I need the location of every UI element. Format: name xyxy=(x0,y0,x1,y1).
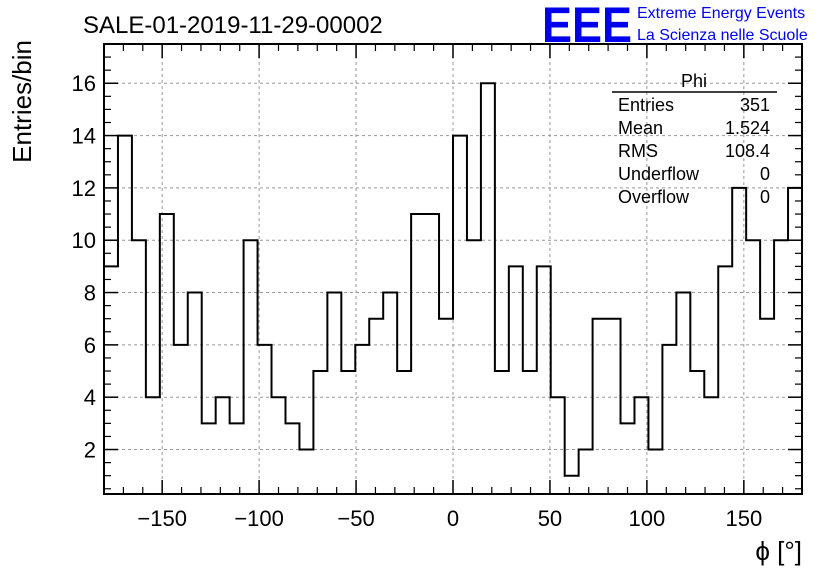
eee-logo-line2: La Scienza nelle Scuole xyxy=(637,27,808,44)
y-tick-label: 14 xyxy=(72,124,96,149)
stats-value: 1.524 xyxy=(725,118,770,138)
x-tick-label: 50 xyxy=(538,506,562,531)
x-tick-label: −50 xyxy=(337,506,374,531)
stats-label: Entries xyxy=(618,95,674,115)
tick-labels: −150 −100 −50 0 50 100 150 2 4 6 8 10 12 14 16 xyxy=(72,71,763,531)
stats-value: 108.4 xyxy=(725,141,770,161)
histogram-outline xyxy=(104,82,802,477)
axis-ticks xyxy=(104,43,802,494)
eee-logo: EEE Extreme Energy Events La Scienza nel… xyxy=(542,0,808,53)
stats-label: RMS xyxy=(618,141,658,161)
stats-box-title: Phi xyxy=(681,71,707,91)
y-tick-label: 2 xyxy=(84,438,96,463)
y-tick-label: 6 xyxy=(84,333,96,358)
eee-logo-line1: Extreme Energy Events xyxy=(637,5,805,22)
y-tick-label: 4 xyxy=(84,385,96,410)
x-tick-label: 100 xyxy=(629,506,666,531)
x-tick-label: 150 xyxy=(725,506,762,531)
x-tick-label: 0 xyxy=(447,506,459,531)
plot-frame xyxy=(103,43,803,495)
x-tick-label: −100 xyxy=(234,506,284,531)
stats-label: Underflow xyxy=(618,164,700,184)
chart-title: SALE-01-2019-11-29-00002 xyxy=(83,12,383,39)
eee-logo-mark: EEE xyxy=(542,0,632,53)
stats-value: 0 xyxy=(760,187,770,207)
stats-value: 0 xyxy=(760,164,770,184)
y-tick-label: 12 xyxy=(72,176,96,201)
y-tick-label: 16 xyxy=(72,71,96,96)
x-tick-label: −150 xyxy=(137,506,187,531)
y-tick-label: 8 xyxy=(84,281,96,306)
stats-label: Mean xyxy=(618,118,663,138)
y-axis-label: Entries/bin xyxy=(7,40,37,163)
y-tick-label: 10 xyxy=(72,228,96,253)
stats-label: Overflow xyxy=(618,187,690,207)
x-axis-label: ϕ [°] xyxy=(755,536,802,566)
stats-value: 351 xyxy=(740,95,770,115)
stats-box: Phi Entries 351 Mean 1.524 RMS 108.4 Underflow… xyxy=(612,71,777,207)
